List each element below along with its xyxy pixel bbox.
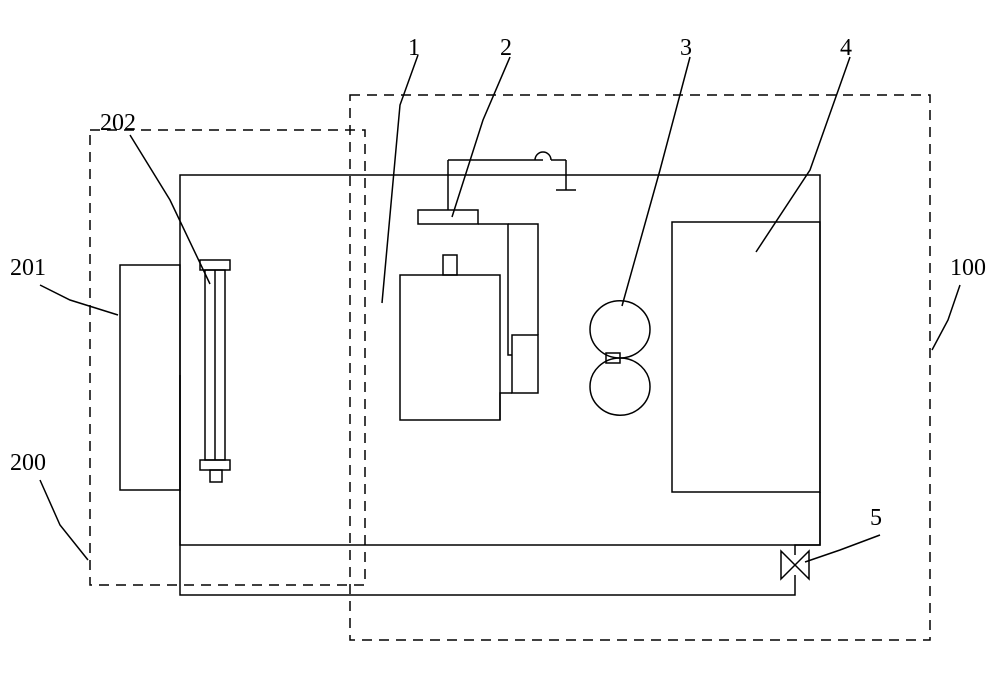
callout-label-100: 100 bbox=[950, 255, 986, 282]
callout-label-2: 2 bbox=[500, 35, 512, 62]
schematic-svg bbox=[0, 0, 1000, 690]
callout-label-200: 200 bbox=[10, 450, 46, 477]
diagram-canvas: 1 2 3 4 5 100 200 201 202 bbox=[0, 0, 1000, 690]
callout-label-201: 201 bbox=[10, 255, 46, 282]
callout-label-202: 202 bbox=[100, 110, 136, 137]
callout-label-1: 1 bbox=[408, 35, 420, 62]
callout-label-4: 4 bbox=[840, 35, 852, 62]
callout-label-3: 3 bbox=[680, 35, 692, 62]
callout-label-5: 5 bbox=[870, 505, 882, 532]
